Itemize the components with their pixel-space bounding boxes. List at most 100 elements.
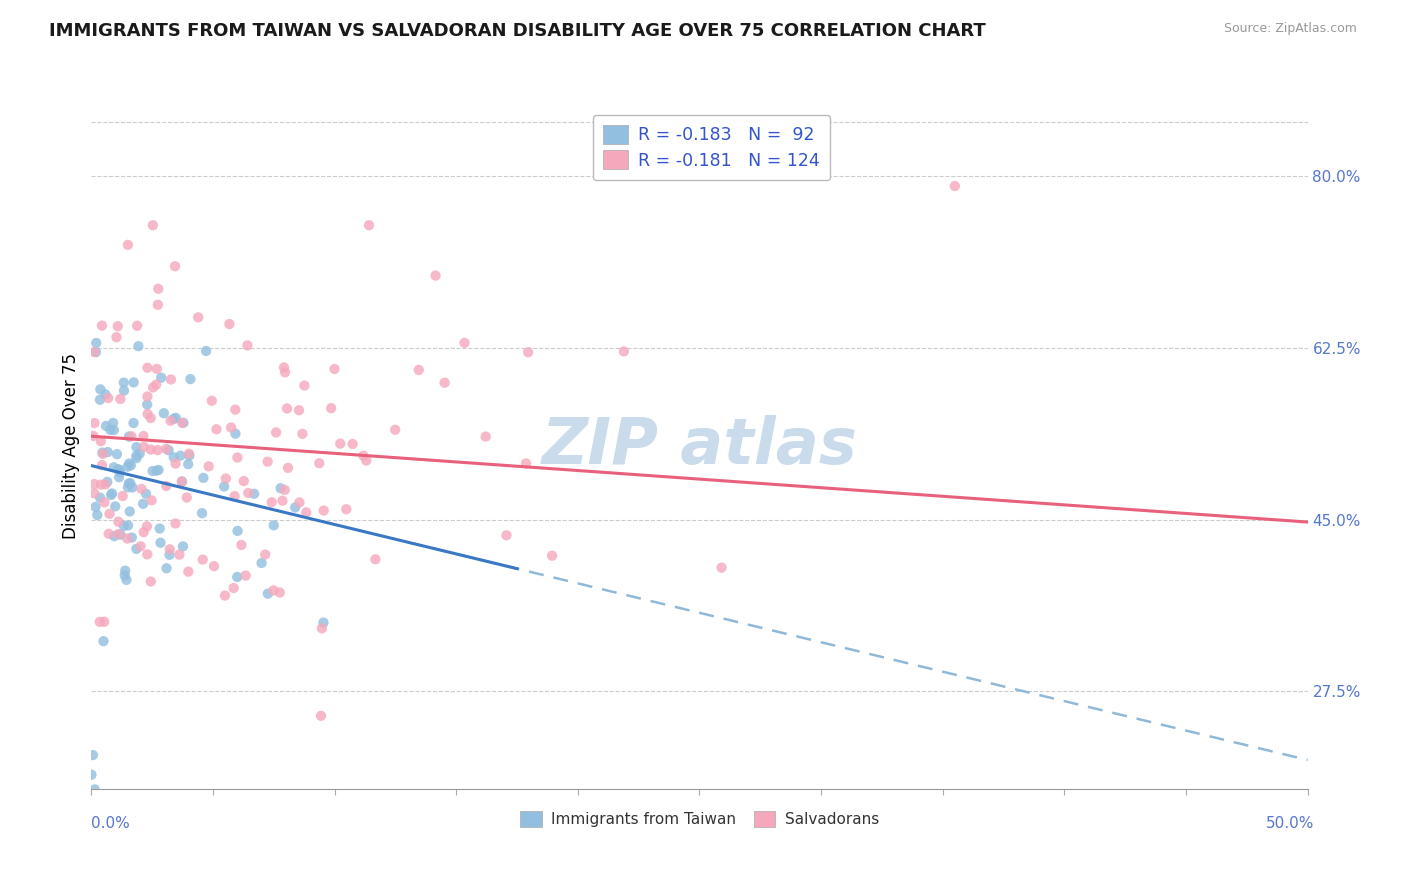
Point bbox=[214, 589, 236, 603]
Point bbox=[108, 470, 131, 484]
Point bbox=[122, 376, 145, 390]
Point bbox=[93, 495, 115, 509]
Point bbox=[132, 440, 155, 454]
Point bbox=[148, 282, 170, 296]
Point bbox=[277, 461, 299, 475]
Point bbox=[157, 443, 180, 458]
Point bbox=[254, 548, 277, 562]
Point bbox=[114, 568, 136, 582]
Point bbox=[120, 476, 142, 491]
Point bbox=[117, 518, 139, 533]
Point bbox=[155, 479, 177, 493]
Point bbox=[117, 532, 139, 546]
Point bbox=[96, 475, 118, 489]
Point bbox=[94, 477, 117, 491]
Point bbox=[232, 474, 254, 488]
Point bbox=[273, 360, 295, 375]
Point bbox=[121, 531, 143, 545]
Y-axis label: Disability Age Over 75: Disability Age Over 75 bbox=[62, 353, 80, 539]
Point bbox=[165, 457, 187, 471]
Point bbox=[274, 365, 297, 379]
Point bbox=[108, 465, 131, 479]
Point bbox=[105, 330, 128, 344]
Text: 0.0%: 0.0% bbox=[91, 816, 131, 831]
Point bbox=[201, 393, 224, 408]
Point bbox=[89, 382, 111, 396]
Point bbox=[120, 429, 142, 443]
Point bbox=[103, 460, 125, 475]
Point bbox=[226, 450, 249, 465]
Point bbox=[308, 456, 330, 470]
Point bbox=[149, 522, 172, 536]
Point bbox=[226, 524, 249, 538]
Point bbox=[218, 317, 240, 331]
Point bbox=[321, 401, 343, 416]
Point bbox=[153, 406, 176, 420]
Point bbox=[101, 486, 124, 500]
Point bbox=[238, 486, 260, 500]
Point bbox=[243, 487, 266, 501]
Point bbox=[146, 362, 169, 376]
Point bbox=[263, 518, 285, 533]
Point bbox=[169, 449, 191, 463]
Point bbox=[179, 449, 201, 463]
Point bbox=[117, 480, 139, 494]
Point bbox=[120, 458, 142, 473]
Point bbox=[295, 505, 318, 519]
Point bbox=[139, 574, 162, 589]
Point bbox=[107, 527, 129, 541]
Point bbox=[83, 477, 105, 491]
Point bbox=[224, 402, 246, 417]
Point bbox=[224, 489, 246, 503]
Point bbox=[97, 526, 120, 541]
Point bbox=[197, 459, 219, 474]
Point bbox=[408, 363, 430, 377]
Point bbox=[98, 507, 121, 521]
Point bbox=[162, 412, 184, 426]
Point bbox=[125, 451, 148, 466]
Point bbox=[276, 401, 298, 416]
Point bbox=[163, 450, 186, 465]
Point bbox=[107, 319, 129, 334]
Point bbox=[125, 449, 148, 463]
Point bbox=[163, 259, 186, 273]
Point bbox=[131, 482, 153, 496]
Text: ZIP atlas: ZIP atlas bbox=[541, 415, 858, 477]
Point bbox=[165, 516, 187, 531]
Point bbox=[193, 471, 215, 485]
Point bbox=[352, 449, 374, 463]
Point bbox=[271, 493, 294, 508]
Point bbox=[121, 480, 143, 494]
Point bbox=[146, 443, 169, 458]
Point bbox=[136, 398, 159, 412]
Point bbox=[100, 488, 122, 502]
Point bbox=[110, 392, 132, 406]
Point bbox=[270, 481, 292, 495]
Point bbox=[231, 538, 253, 552]
Point bbox=[515, 456, 537, 470]
Point bbox=[117, 459, 139, 474]
Point bbox=[112, 376, 135, 390]
Point bbox=[312, 615, 335, 630]
Point bbox=[125, 440, 148, 454]
Point bbox=[329, 436, 352, 450]
Point bbox=[224, 426, 246, 441]
Point bbox=[517, 345, 540, 359]
Point bbox=[541, 549, 564, 563]
Point bbox=[104, 500, 127, 514]
Text: Source: ZipAtlas.com: Source: ZipAtlas.com bbox=[1223, 22, 1357, 36]
Point bbox=[212, 479, 235, 493]
Point bbox=[112, 519, 135, 533]
Point bbox=[127, 318, 149, 333]
Point bbox=[250, 556, 273, 570]
Point bbox=[172, 416, 194, 430]
Point bbox=[177, 447, 200, 461]
Point bbox=[311, 621, 333, 635]
Point bbox=[83, 486, 105, 500]
Point bbox=[710, 560, 733, 574]
Point bbox=[125, 541, 148, 556]
Point bbox=[128, 446, 150, 460]
Point bbox=[145, 464, 167, 478]
Point bbox=[136, 407, 159, 421]
Point bbox=[202, 559, 225, 574]
